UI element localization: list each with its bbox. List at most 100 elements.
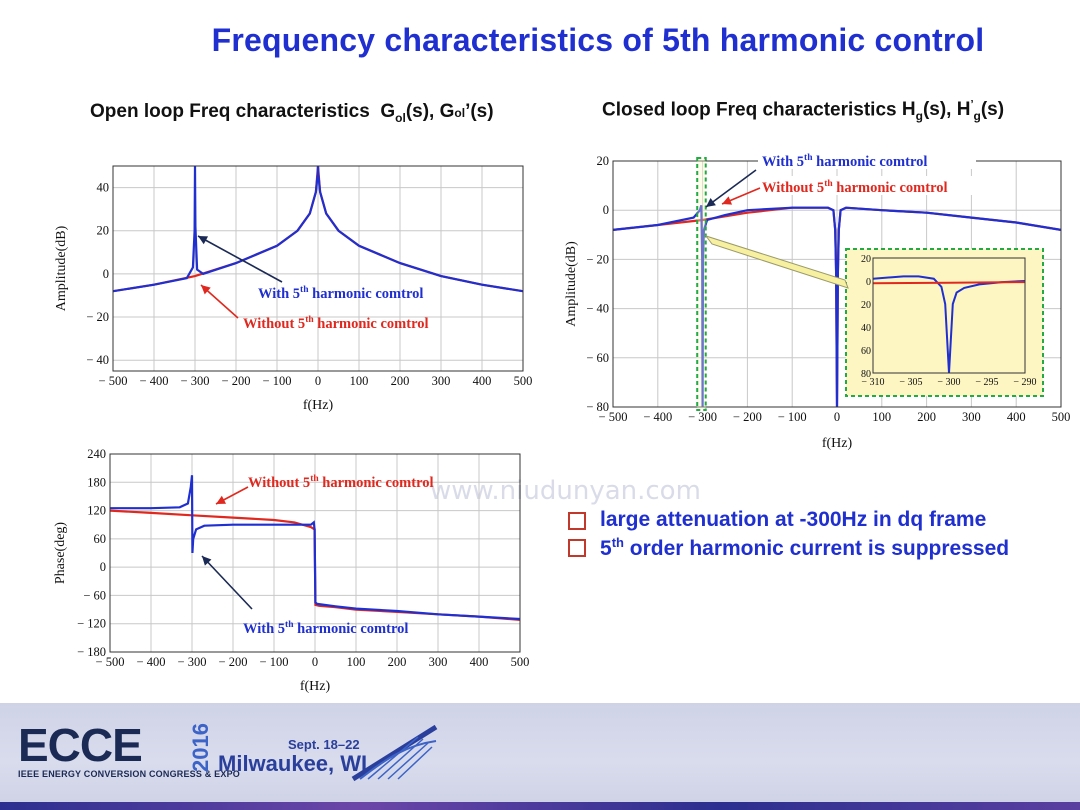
x-tick-label: 500 [511, 655, 530, 669]
bullet-text: large attenuation at -300Hz in dq frame [600, 508, 987, 531]
annotation-sup: th [824, 179, 833, 189]
annotation-sup: th [310, 474, 319, 484]
ecce-org-text: IEEE ENERGY CONVERSION CONGRESS & EXPO [18, 769, 240, 779]
annotation-text: With 5 [243, 621, 285, 637]
y-tick-label: − 60 [586, 351, 609, 365]
inset-x-tick-label: − 305 [899, 377, 922, 388]
event-city: Milwaukee, WI [218, 751, 368, 776]
x-tick-label: 500 [1052, 410, 1071, 424]
annotation-bg [758, 150, 976, 169]
footer-strip [0, 802, 1080, 810]
x-tick-label: − 100 [263, 374, 292, 388]
annotation-arrowhead [722, 196, 733, 205]
x-tick-label: 300 [432, 374, 451, 388]
annotation-arrowhead [198, 236, 209, 245]
inset-y-tick-label: 0 [866, 277, 871, 288]
series-annotation: With 5th harmonic comtrol [258, 285, 423, 302]
annotation-bg [758, 176, 994, 195]
open_loop_amplitude-group: − 500− 400− 300− 200− 100 0 100 200 300 400 50… [54, 165, 533, 413]
ecce-logo-text: ECCE [18, 719, 143, 771]
y-tick-label: 60 [94, 532, 107, 546]
annotation-text: harmonic comtrol [309, 286, 424, 302]
bridge-logo-icon [351, 724, 438, 782]
annotation-text: harmonic comtrol [813, 154, 928, 170]
y-tick-label: 20 [597, 154, 610, 168]
x-tick-label: − 400 [140, 374, 169, 388]
y-tick-label: 180 [87, 475, 106, 489]
annotation-text: With 5 [258, 286, 300, 302]
checkbox-bullet-icon [568, 512, 586, 530]
open-loop-subtitle-text: Open loop Freq characteristics [90, 101, 370, 122]
series-annotation: With 5th harmonic comtrol [243, 620, 408, 637]
inset-x-tick-label: − 290 [1013, 377, 1036, 388]
ecce-year: 2016 [188, 723, 213, 772]
annotation-arrowhead [706, 198, 716, 207]
bullet-text: 5th order harmonic current is suppressed [600, 535, 1010, 560]
x-tick-label: − 500 [599, 410, 628, 424]
x-tick-label: − 100 [260, 655, 289, 669]
annotation-text: harmonic comtrol [833, 180, 948, 196]
annotation-text: With 5 [762, 154, 804, 170]
annotation-text: Without 5 [243, 316, 305, 332]
watermark-text: www.niudunyan.com [430, 476, 701, 506]
bullet-item: large attenuation at -300Hz in dq frame [566, 508, 1009, 532]
annotation-text: harmonic comtrol [294, 621, 409, 637]
annotation-sup: th [804, 153, 813, 163]
slide-title: Frequency characteristics of 5th harmoni… [211, 22, 985, 58]
annotation-text: harmonic comtrol [314, 316, 429, 332]
series-annotation: Without 5th harmonic comtrol [762, 179, 948, 196]
y-tick-label: 0 [603, 203, 609, 217]
open-loop-subtitle-math: Gol(s), Gol’(s) [380, 101, 494, 125]
annotation-arrowhead [216, 495, 227, 504]
x-tick-label: 400 [470, 655, 489, 669]
zoom-highlight-box [696, 157, 707, 411]
x-tick-label: 0 [312, 655, 318, 669]
y-tick-label: 40 [97, 181, 110, 195]
zoom-callout-arrow [704, 235, 849, 289]
y-tick-label: 0 [100, 560, 106, 574]
y-axis-label: Phase(deg) [53, 522, 68, 585]
y-tick-label: − 60 [83, 588, 106, 602]
y-tick-label: − 20 [86, 310, 109, 324]
inset-y-tick-label: 40 [861, 323, 871, 334]
plot-frame [109, 453, 521, 653]
x-tick-label: − 300 [688, 410, 717, 424]
series-annotation: Without 5th harmonic comtrol [243, 315, 429, 332]
x-tick-label: 200 [917, 410, 936, 424]
x-tick-label: − 300 [181, 374, 210, 388]
x-axis-label: f(Hz) [303, 398, 334, 413]
event-dates: Sept. 18–22 [288, 737, 360, 752]
x-tick-label: 200 [391, 374, 410, 388]
inset-series-line [873, 281, 1025, 285]
open-loop-subtitle: Open loop Freq characteristics Gol(s), G… [90, 101, 494, 125]
y-tick-label: − 40 [586, 302, 609, 316]
x-tick-label: − 400 [137, 655, 166, 669]
x-tick-label: − 300 [178, 655, 207, 669]
inset-x-tick-label: − 300 [937, 377, 960, 388]
inset-x-tick-label: − 310 [861, 377, 884, 388]
inset-y-tick-label: 80 [861, 369, 871, 380]
annotation-text: Without 5 [248, 475, 310, 491]
x-tick-label: 500 [514, 374, 533, 388]
annotation-arrow-line [197, 235, 283, 283]
x-tick-label: 200 [388, 655, 407, 669]
series-line [113, 166, 523, 293]
footer-banner: ECCE IEEE ENERGY CONVERSION CONGRESS & E… [0, 703, 1080, 810]
bullet-list: large attenuation at -300Hz in dq frame … [566, 508, 1009, 564]
x-tick-label: 300 [429, 655, 448, 669]
inset-x-tick-label: − 295 [975, 377, 998, 388]
x-tick-label: − 100 [778, 410, 807, 424]
ecce-logo: ECCE IEEE ENERGY CONVERSION CONGRESS & E… [18, 719, 240, 779]
y-tick-label: − 120 [77, 617, 106, 631]
closed-loop-subtitle: Closed loop Freq characteristics Hg(s), … [602, 99, 1004, 123]
closed-loop-subtitle-text: Closed loop Freq characteristics [602, 99, 897, 121]
x-tick-label: − 200 [219, 655, 248, 669]
inset-y-tick-label: 60 [861, 346, 871, 357]
y-tick-label: 0 [103, 267, 109, 281]
y-axis-label: Amplitude(dB) [564, 241, 579, 327]
plot-frame [112, 165, 524, 372]
annotation-arrowhead [202, 556, 212, 566]
y-tick-label: 120 [87, 504, 106, 518]
annotation-text: Without 5 [762, 180, 824, 196]
checkbox-bullet-icon [568, 539, 586, 557]
